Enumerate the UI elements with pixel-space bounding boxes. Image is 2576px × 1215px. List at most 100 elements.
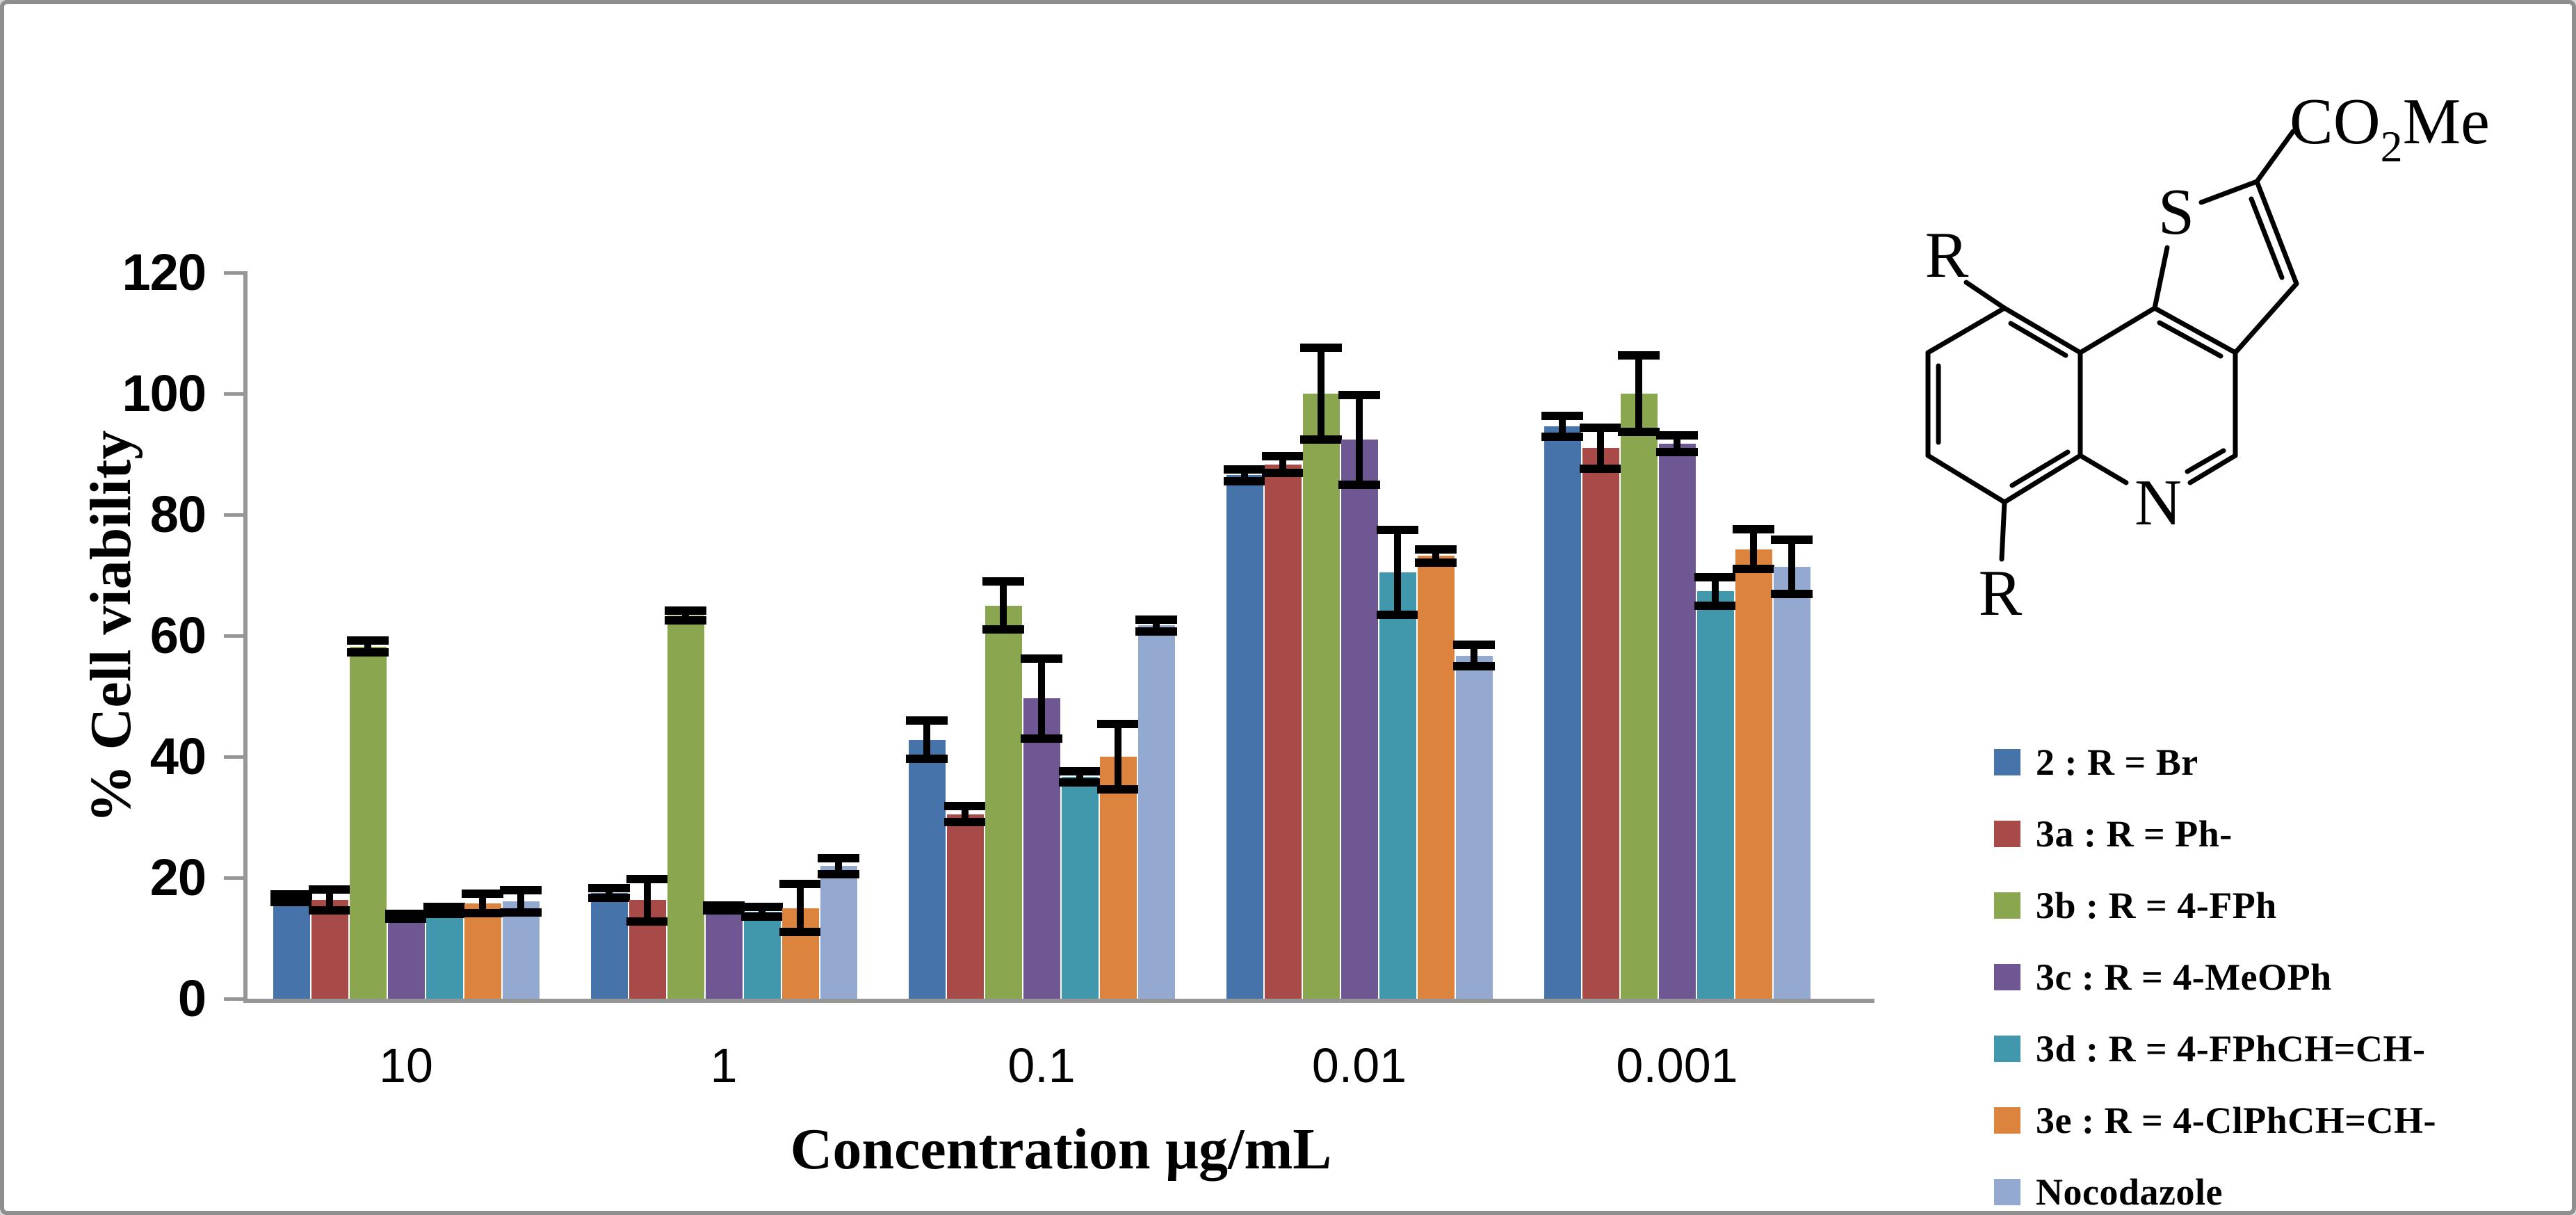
error-bar-cap [1338, 480, 1380, 489]
bond-lines [1925, 129, 2299, 562]
y-axis-tick [224, 513, 243, 517]
x-tick-label: 10 [379, 1038, 433, 1093]
error-bar-cap [1021, 734, 1062, 743]
x-axis-line [243, 999, 1874, 1003]
bar [946, 814, 984, 999]
error-bar-line [1432, 549, 1439, 563]
error-bar-cap [1415, 545, 1457, 554]
error-bar-cap [1300, 343, 1342, 352]
y-tick-label: 60 [149, 606, 206, 664]
error-bar-line [1394, 529, 1401, 615]
legend-label: 2 : R = Br [2036, 741, 2198, 783]
x-axis-title: Concentration µg/mL [790, 1117, 1332, 1182]
error-bar-line [1279, 456, 1286, 473]
legend-item: 3d : R = 4-FPhCH=CH- [1994, 1027, 2436, 1071]
error-bar-cap [1580, 464, 1621, 473]
error-bar-cap [423, 910, 465, 919]
error-bar-line [1318, 347, 1325, 440]
legend-label: 3e : R = 4-ClPhCH=CH- [2036, 1100, 2436, 1141]
legend-item: 3e : R = 4-ClPhCH=CH- [1994, 1098, 2436, 1143]
error-bar-line [479, 894, 486, 914]
r-bottom-label: R [1979, 557, 2023, 629]
legend-label: 3a : R = Ph- [2036, 813, 2233, 855]
y-axis-tick [224, 997, 243, 1001]
bar [590, 892, 628, 999]
bar [1226, 475, 1263, 999]
legend-item: 3c : R = 4-MeOPh [1994, 955, 2436, 999]
error-bar-cap [500, 886, 542, 895]
x-tick-label: 0.1 [1007, 1038, 1076, 1093]
r-top-label: R [1925, 219, 1969, 291]
error-bar-cap [906, 755, 948, 764]
bar [1544, 426, 1581, 999]
error-bar-cap [1377, 525, 1418, 534]
legend-item: Nocodazole [1994, 1170, 2436, 1213]
y-tick-label: 120 [122, 243, 206, 301]
y-axis-tick [224, 876, 243, 880]
bar [1302, 394, 1340, 999]
bar [1340, 440, 1378, 999]
error-bar-cap [1656, 431, 1698, 440]
bar [311, 900, 348, 999]
error-bar-cap [1771, 535, 1813, 544]
error-bar-line [1241, 469, 1248, 482]
bar [1582, 448, 1619, 999]
bar [1735, 549, 1772, 999]
error-bar-cap [1541, 432, 1583, 441]
error-bar-cap [944, 802, 986, 811]
bar [387, 916, 425, 999]
error-bar-cap [1771, 589, 1813, 598]
error-bar-cap [1059, 766, 1101, 775]
chart-legend: 2 : R = Br 3a : R = Ph- 3b : R = 4-FPh 3c :… [1994, 740, 2436, 1213]
error-bar-cap [1097, 720, 1139, 729]
error-bar-cap [1262, 468, 1304, 477]
bar [1417, 556, 1455, 999]
error-bar-line [364, 640, 371, 653]
error-bar-line [923, 720, 930, 759]
legend-item: 3b : R = 4-FPh [1994, 883, 2436, 928]
bar [273, 898, 310, 999]
error-bar-cap [1580, 423, 1621, 432]
bar [743, 911, 781, 999]
error-bar-cap [588, 883, 630, 892]
error-bar-line [962, 806, 969, 822]
error-bar-cap [1618, 427, 1660, 436]
bar [667, 615, 704, 999]
error-bar-cap [270, 897, 312, 906]
error-bar-cap [703, 906, 745, 915]
bar [1620, 394, 1658, 999]
error-bar-cap [462, 890, 503, 899]
legend-swatch [1994, 749, 2020, 775]
error-bar-cap [1733, 524, 1774, 533]
error-bar-cap [982, 577, 1024, 586]
bar [1137, 625, 1175, 999]
error-bar-line [1712, 577, 1719, 606]
error-bar-cap [1021, 654, 1062, 663]
n-atom-label: N [2134, 467, 2182, 539]
legend-label: Nocodazole [2036, 1171, 2223, 1213]
error-bar-cap [1415, 558, 1457, 567]
bar [426, 910, 463, 999]
error-bar-cap [1377, 610, 1418, 619]
error-bar-cap [1135, 615, 1177, 624]
error-bar-cap [906, 716, 948, 725]
error-bar-cap [309, 906, 350, 915]
error-bar-cap [665, 616, 706, 625]
error-bar-cap [779, 928, 821, 937]
error-bar-cap [500, 908, 542, 917]
legend-item: 3a : R = Ph- [1994, 812, 2436, 856]
legend-swatch [1994, 1107, 2020, 1134]
bar [1379, 572, 1416, 999]
error-bar-cap [1541, 412, 1583, 421]
ester-label: CO2Me [2290, 86, 2490, 171]
error-bar-line [1635, 355, 1642, 432]
error-bar-cap [588, 893, 630, 902]
error-bar-cap [1618, 351, 1660, 360]
error-bar-cap [741, 912, 783, 921]
error-bar-cap [423, 902, 465, 911]
error-bar-line [1356, 394, 1363, 485]
x-tick-label: 0.01 [1311, 1038, 1407, 1093]
bar [464, 903, 501, 999]
bar [1658, 444, 1696, 999]
